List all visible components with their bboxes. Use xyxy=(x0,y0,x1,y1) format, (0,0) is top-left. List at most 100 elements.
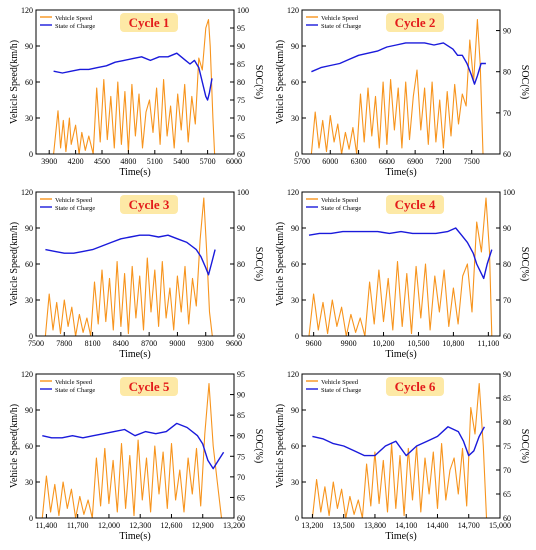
x-tick-label: 5100 xyxy=(147,157,163,166)
x-axis-label: Time(s) xyxy=(385,167,416,178)
y-tick-label: 0 xyxy=(29,150,33,159)
x-tick-label: 5700 xyxy=(200,157,216,166)
y-tick-label: 90 xyxy=(291,406,299,415)
legend-label-soc: State of Charge xyxy=(321,387,361,394)
y2-tick-label: 75 xyxy=(503,442,511,451)
y-axis-label: Vehicle Speed(km/h) xyxy=(9,222,20,306)
y-tick-label: 30 xyxy=(291,296,299,305)
y-tick-label: 0 xyxy=(295,514,299,523)
x-tick-label: 14,400 xyxy=(426,521,448,530)
y-tick-label: 60 xyxy=(291,78,299,87)
y2-tick-label: 70 xyxy=(237,473,245,482)
soc-series-line xyxy=(312,426,486,457)
chart-panel-3: 7500 7800 8100 8400 8700 9000 9300 9600 0 30 60 90 1… xyxy=(9,188,264,360)
y-tick-label: 120 xyxy=(21,188,33,197)
x-tick-label: 8700 xyxy=(141,339,157,348)
x-tick-label: 7500 xyxy=(28,339,44,348)
y-tick-label: 90 xyxy=(291,42,299,51)
y2-axis-label: SOC(%) xyxy=(519,65,530,99)
y2-tick-label: 90 xyxy=(237,42,245,51)
chart-panel-6: 13,200 13,500 13,800 14,100 14,400 14,700 15,0… xyxy=(275,370,530,542)
y2-tick-label: 70 xyxy=(503,296,511,305)
y-tick-label: 120 xyxy=(21,6,33,15)
y-tick-label: 90 xyxy=(25,224,33,233)
legend-label-soc: State of Charge xyxy=(55,387,95,394)
x-tick-label: 9000 xyxy=(169,339,185,348)
y-axis-label: Vehicle Speed(km/h) xyxy=(9,404,20,488)
x-axis-label: Time(s) xyxy=(119,349,150,360)
x-tick-label: 13,800 xyxy=(364,521,386,530)
y2-tick-label: 75 xyxy=(237,452,245,461)
y2-axis-label: SOC(%) xyxy=(519,429,530,463)
y2-tick-label: 60 xyxy=(503,150,511,159)
legend-label-soc: State of Charge xyxy=(321,205,361,212)
soc-series-line xyxy=(308,227,493,280)
y2-tick-label: 95 xyxy=(237,24,245,33)
y-tick-label: 0 xyxy=(295,150,299,159)
x-tick-label: 10,200 xyxy=(373,339,395,348)
soc-series-line xyxy=(311,42,486,85)
legend-label-soc: State of Charge xyxy=(321,23,361,30)
y2-axis-label: SOC(%) xyxy=(253,247,264,281)
speed-series-line xyxy=(311,383,488,519)
y2-tick-label: 90 xyxy=(237,391,245,400)
chart-title: Cycle 5 xyxy=(129,379,170,394)
legend-label-speed: Vehicle Speed xyxy=(321,15,359,22)
legend-label-soc: State of Charge xyxy=(55,23,95,30)
chart-title: Cycle 1 xyxy=(129,15,170,30)
y2-tick-label: 85 xyxy=(237,60,245,69)
legend-label-speed: Vehicle Speed xyxy=(321,379,359,386)
x-tick-label: 4800 xyxy=(120,157,136,166)
x-axis-label: Time(s) xyxy=(119,531,150,542)
y-tick-label: 0 xyxy=(295,332,299,341)
y2-tick-label: 80 xyxy=(503,418,511,427)
chart-title: Cycle 3 xyxy=(129,197,170,212)
soc-series-line xyxy=(45,234,216,276)
y2-tick-label: 60 xyxy=(237,332,245,341)
y-tick-label: 120 xyxy=(287,370,299,379)
x-tick-label: 13,200 xyxy=(223,521,245,530)
legend-label-speed: Vehicle Speed xyxy=(55,15,93,22)
x-tick-label: 9600 xyxy=(306,339,322,348)
y2-tick-label: 90 xyxy=(237,224,245,233)
y2-tick-label: 60 xyxy=(237,514,245,523)
x-tick-label: 7200 xyxy=(435,157,451,166)
y2-tick-label: 95 xyxy=(237,370,245,379)
x-tick-label: 13,200 xyxy=(301,521,323,530)
y2-tick-label: 70 xyxy=(503,109,511,118)
speed-series-line xyxy=(310,19,484,155)
x-tick-label: 5400 xyxy=(173,157,189,166)
y2-tick-label: 65 xyxy=(503,490,511,499)
x-tick-label: 11,400 xyxy=(36,521,58,530)
x-tick-label: 12,600 xyxy=(160,521,182,530)
chart-panel-1: 3900 4200 4500 4800 5100 5400 5700 6000 0 30 60 90 1… xyxy=(9,6,264,178)
x-tick-label: 12,000 xyxy=(98,521,120,530)
soc-series-line xyxy=(42,422,225,470)
y-tick-label: 120 xyxy=(21,370,33,379)
y2-tick-label: 90 xyxy=(503,27,511,36)
y2-tick-label: 100 xyxy=(237,188,249,197)
x-tick-label: 4500 xyxy=(94,157,110,166)
y-tick-label: 90 xyxy=(25,42,33,51)
chart-panel-5: 11,400 11,700 12,000 12,300 12,600 12,900 13,2… xyxy=(9,370,264,542)
chart-title-badge xyxy=(120,377,178,396)
x-tick-label: 6000 xyxy=(226,157,242,166)
speed-series-line xyxy=(53,19,216,155)
speed-series-line xyxy=(308,197,493,337)
y2-axis-label: SOC(%) xyxy=(253,65,264,99)
x-tick-label: 11,100 xyxy=(478,339,500,348)
y-tick-label: 30 xyxy=(291,114,299,123)
speed-series-line xyxy=(41,383,223,519)
y-tick-label: 30 xyxy=(291,478,299,487)
y2-tick-label: 80 xyxy=(237,78,245,87)
y2-tick-label: 85 xyxy=(503,394,511,403)
chart-title-badge xyxy=(120,195,178,214)
x-tick-label: 9300 xyxy=(198,339,214,348)
legend-label-speed: Vehicle Speed xyxy=(55,379,93,386)
chart-title: Cycle 2 xyxy=(395,15,436,30)
y-tick-label: 0 xyxy=(29,332,33,341)
y2-tick-label: 80 xyxy=(237,260,245,269)
